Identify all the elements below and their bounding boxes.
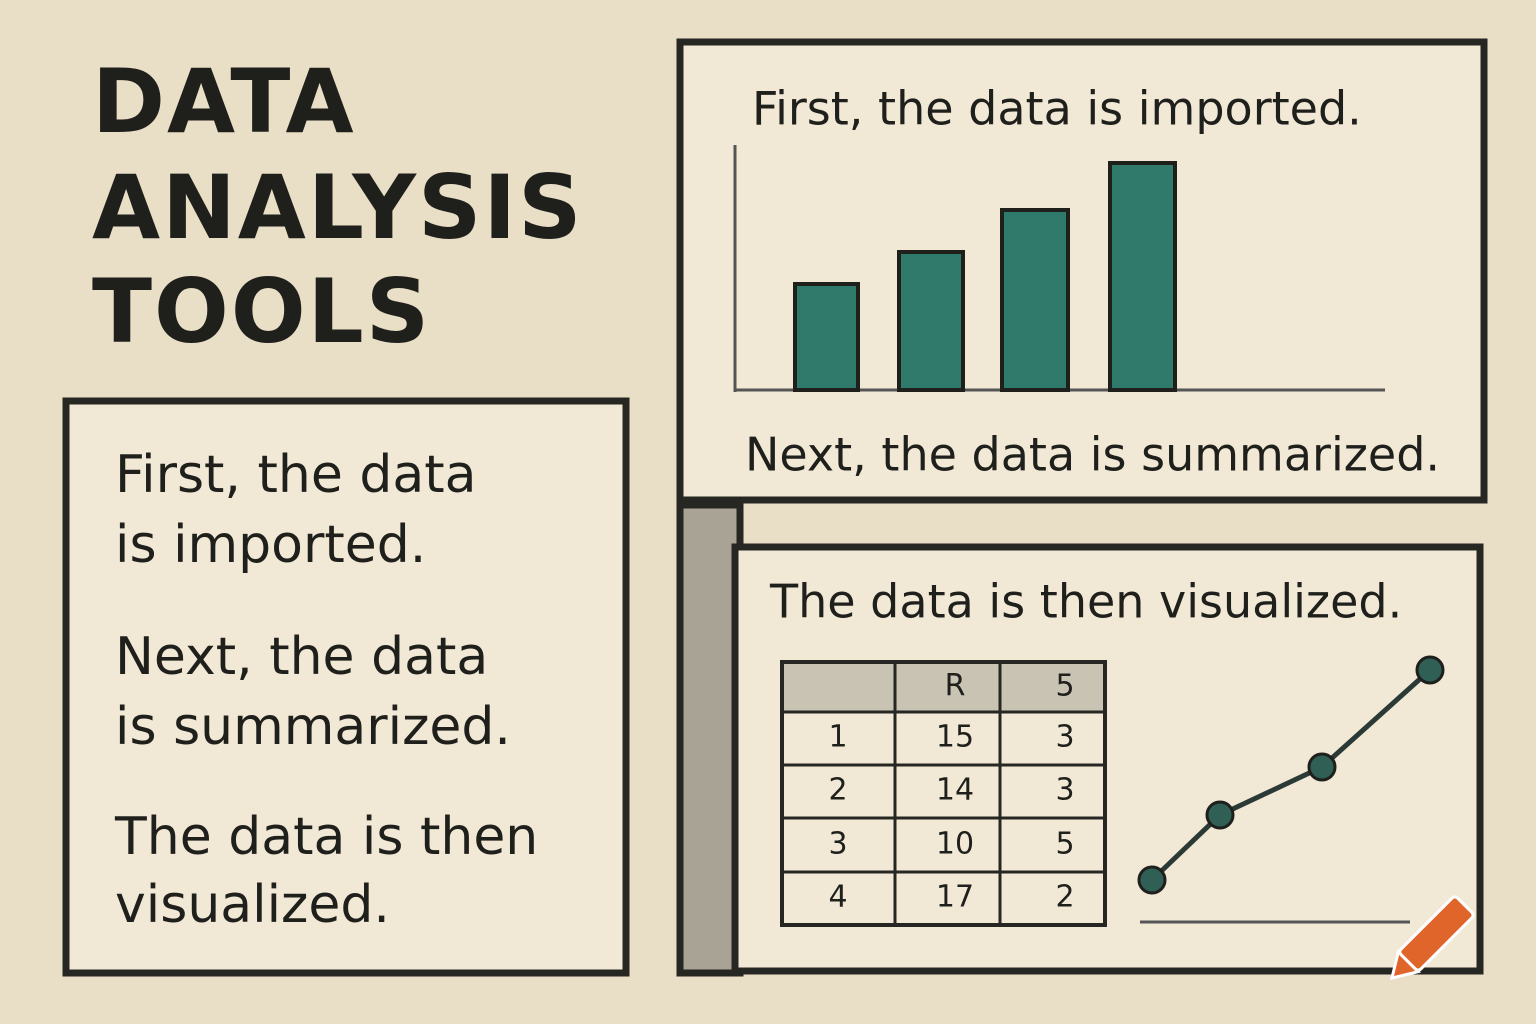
table-cell: 3 [828,827,847,862]
panel-caption: The data is then visualized. [769,575,1402,629]
table-cell: 4 [828,880,847,915]
step-line: Next, the data [115,627,488,687]
table-cell: 1 [828,720,847,755]
table-header: 5 [1055,669,1074,704]
bar [897,250,965,392]
point [1307,752,1337,782]
panel-caption: First, the data is imported. [752,82,1362,136]
data-table: R 5 1 15 3 2 14 3 3 10 5 4 17 2 [780,660,1107,927]
table-cell: 17 [936,880,974,915]
table-cell: 14 [936,773,974,808]
table-border [780,660,1107,927]
table-cell: 5 [1055,827,1074,862]
step-line: is summarized. [115,697,511,757]
table-header: R [945,669,966,704]
summary-panel [676,38,1488,504]
point [1415,655,1445,685]
bar [1108,161,1177,392]
panel-shadow [676,501,744,977]
step-line: is imported. [115,515,426,575]
title-line: ANALYSIS [92,156,583,259]
bar [1000,208,1070,392]
table-header-bg [782,662,1105,712]
panel-caption: Next, the data is summarized. [745,428,1440,482]
step-line: visualized. [115,875,390,935]
title-line: TOOLS [92,260,431,363]
visual-panel [731,543,1484,975]
point [1137,865,1167,895]
trend-line [1150,668,1432,882]
table-cell: 3 [1055,773,1074,808]
crayon-icon [1389,895,1475,981]
title-line: DATA [92,50,356,153]
step-line: The data is then [114,807,538,867]
table-cell: 15 [936,720,974,755]
point [1205,800,1235,830]
table-cell: 10 [936,827,974,862]
bar [793,282,860,392]
table-cell: 2 [828,773,847,808]
step-line: First, the data [115,445,477,505]
steps-panel [62,397,630,977]
table-cell: 2 [1055,880,1074,915]
table-cell: 3 [1055,720,1074,755]
